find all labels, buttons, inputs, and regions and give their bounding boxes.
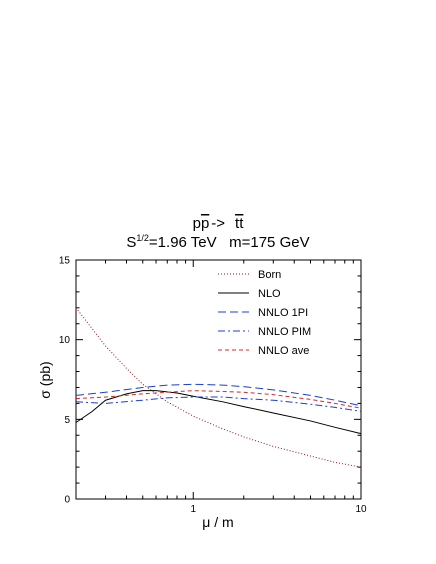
plot-frame xyxy=(75,259,362,500)
y-tick-label: 15 xyxy=(59,256,71,267)
legend-label-born: Born xyxy=(258,269,281,281)
title-rest: =1.96 TeV m=175 GeV xyxy=(149,234,310,251)
legend-label-nnlo-1pi: NNLO 1PI xyxy=(258,307,308,319)
title-pbar: p xyxy=(201,215,209,232)
chart-series xyxy=(75,307,362,468)
series-line-nnlo-pim xyxy=(75,396,362,412)
title-s: S xyxy=(126,234,136,251)
axis-tick-labels: 0 5 10 15 1 10 xyxy=(59,256,367,516)
legend: Born NLO NNLO 1PI NNLO PIM NNLO ave xyxy=(218,269,311,357)
legend-label-nnlo-pim: NNLO PIM xyxy=(258,326,311,338)
title-line-2: S1/2=1.96 TeV m=175 GeV xyxy=(126,233,309,251)
title-p: p xyxy=(193,215,201,232)
title-line-1: pp -> tt xyxy=(193,215,245,232)
y-tick-label: 10 xyxy=(59,335,71,346)
title-sup: 1/2 xyxy=(136,233,149,243)
legend-label-nnlo-ave: NNLO ave xyxy=(258,345,309,357)
series-line-nnlo-ave xyxy=(75,390,362,409)
title-tt: tt xyxy=(235,215,244,232)
title-arrow: -> xyxy=(211,215,225,232)
y-axis-label: σ (pb) xyxy=(37,361,53,398)
x-tick-label: 10 xyxy=(355,504,367,515)
y-tick-label: 0 xyxy=(64,495,70,506)
chart-title: pp -> tt S1/2=1.96 TeV m=175 GeV xyxy=(126,215,309,251)
y-tick-label: 5 xyxy=(64,415,70,426)
series-line-nnlo-1pi xyxy=(75,383,362,407)
x-axis-label: μ / m xyxy=(202,514,233,530)
x-tick-label: 1 xyxy=(190,504,196,515)
series-line-nlo xyxy=(75,390,362,435)
series-line-born xyxy=(75,307,362,468)
legend-label-nlo: NLO xyxy=(258,288,281,300)
axis-ticks xyxy=(75,259,362,500)
